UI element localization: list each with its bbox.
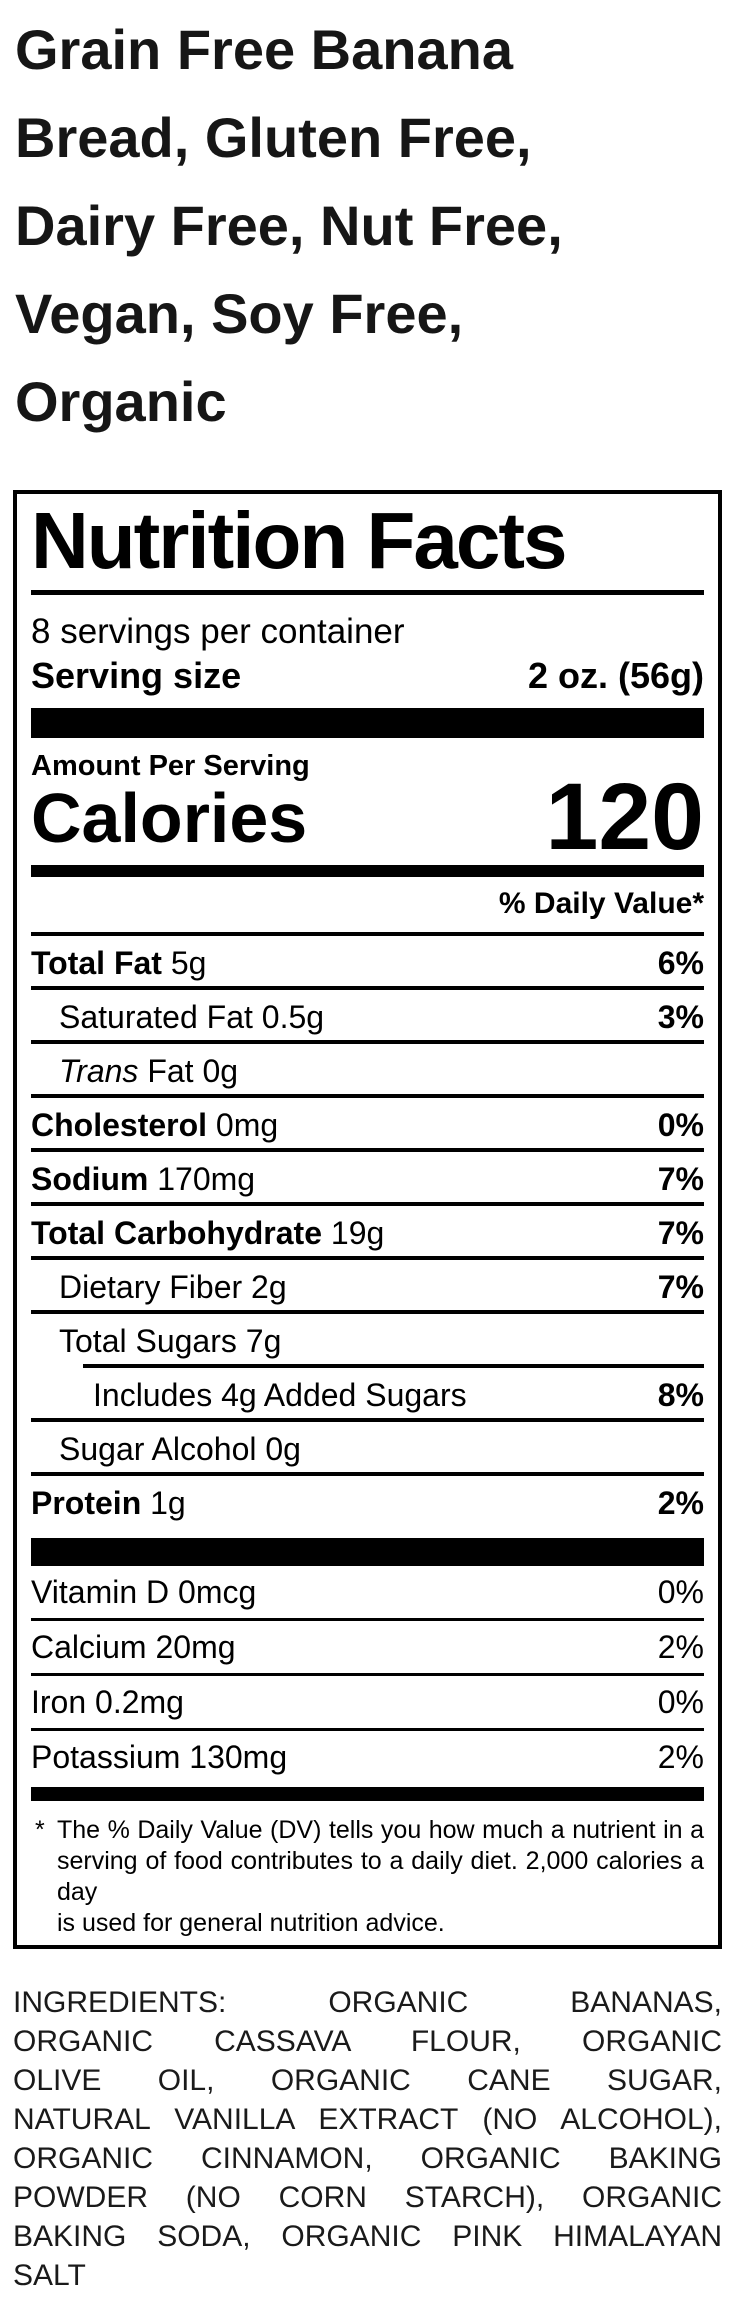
calories-row: Calories 120	[31, 764, 704, 870]
footnote-line: is used for general nutrition advice.	[57, 1909, 445, 1937]
nutrient-name: Total Fat 5g	[31, 945, 207, 981]
nutrient-daily-value: 2%	[657, 1739, 704, 1775]
nutrient-daily-value: 7%	[657, 1161, 704, 1197]
nutrient-name: Potassium 130mg	[31, 1739, 288, 1775]
ingredients-line: ORGANIC CASSAVA FLOUR, ORGANIC	[13, 2025, 722, 2058]
product-title: Grain Free Banana Bread, Gluten Free, Da…	[15, 6, 720, 446]
nutrient-daily-value: 0%	[657, 1107, 704, 1143]
ingredients-line: NATURAL VANILLA EXTRACT (NO ALCOHOL),	[13, 2103, 722, 2136]
nutrient-name: Trans Fat 0g	[59, 1053, 239, 1089]
nutrient-name: Calcium 20mg	[31, 1629, 236, 1665]
micronutrient-row: Iron 0.2mg 0%	[31, 1673, 704, 1728]
nutrient-name: Dietary Fiber 2g	[59, 1269, 287, 1305]
nutrient-name: Total Sugars 7g	[59, 1323, 282, 1359]
nutrient-daily-value: 7%	[657, 1215, 704, 1251]
calories-value: 120	[545, 764, 704, 870]
nutrient-row: Dietary Fiber 2g 7%	[31, 1256, 704, 1310]
nutrient-daily-value: 8%	[657, 1377, 704, 1413]
daily-value-header: % Daily Value*	[498, 887, 704, 920]
ingredients-line: SALT	[13, 2259, 86, 2292]
nutrition-facts-panel: Nutrition Facts 8 servings per container…	[13, 490, 722, 1949]
servings-per-container: 8 servings per container	[31, 612, 405, 651]
nutrient-row: Includes 4g Added Sugars 8%	[83, 1364, 704, 1418]
ingredients-paragraph: INGREDIENTS: ORGANIC BANANAS, ORGANIC CA…	[13, 1983, 722, 2295]
thick-bar-footnote	[31, 1787, 704, 1801]
ingredients-line: OLIVE OIL, ORGANIC CANE SUGAR,	[13, 2064, 722, 2097]
ingredients-line: ORGANIC CINNAMON, ORGANIC BAKING	[13, 2142, 722, 2175]
nutrient-row: Total Sugars 7g	[31, 1310, 704, 1364]
nutrient-name: Cholesterol 0mg	[31, 1107, 279, 1143]
micronutrient-row: Potassium 130mg 2%	[31, 1728, 704, 1783]
nutrient-daily-value: 6%	[657, 945, 704, 981]
nutrient-name: Sugar Alcohol 0g	[59, 1431, 301, 1467]
calories-label: Calories	[31, 779, 308, 857]
nutrient-name: Vitamin D 0mcg	[31, 1574, 257, 1610]
nutrient-name: Total Carbohydrate 19g	[31, 1215, 385, 1251]
nutrient-daily-value: 7%	[657, 1269, 704, 1305]
nutrition-facts-title: Nutrition Facts	[31, 496, 567, 585]
nutrient-daily-value: 2%	[657, 1629, 704, 1665]
nutrient-row: Cholesterol 0mg 0%	[31, 1094, 704, 1148]
title-rule	[31, 590, 704, 595]
serving-size-row: Serving size 2 oz. (56g)	[31, 653, 704, 699]
product-title-line: Dairy Free, Nut Free,	[15, 194, 563, 257]
nutrient-daily-value: 3%	[657, 999, 704, 1035]
serving-size-label: Serving size	[31, 655, 242, 696]
nutrient-daily-value: 0%	[657, 1684, 704, 1720]
ingredients-line: INGREDIENTS: ORGANIC BANANAS,	[13, 1986, 722, 2019]
product-title-line: Vegan, Soy Free,	[15, 282, 464, 345]
nutrient-rows: Total Fat 5g 6% Saturated Fat 0.5g 3% Trans …	[31, 932, 704, 1526]
footnote-line: The % Daily Value (DV) tells you how muc…	[57, 1816, 704, 1844]
nutrient-name: Iron 0.2mg	[31, 1684, 184, 1720]
product-title-line: Bread, Gluten Free,	[15, 106, 532, 169]
nutrient-row: Sodium 170mg 7%	[31, 1148, 704, 1202]
nutrient-row: Total Carbohydrate 19g 7%	[31, 1202, 704, 1256]
micronutrient-rows: Vitamin D 0mcg 0% Calcium 20mg 2% Iron 0.2mg…	[31, 1566, 704, 1783]
nutrient-daily-value: 0%	[657, 1574, 704, 1610]
footnote-asterisk: *	[35, 1816, 45, 1844]
nutrient-row: Protein 1g 2%	[31, 1472, 704, 1526]
nutrient-name: Includes 4g Added Sugars	[93, 1377, 467, 1413]
medium-bar-calories	[31, 865, 704, 877]
nutrient-daily-value: 2%	[657, 1485, 704, 1521]
thick-bar-serving	[31, 708, 704, 738]
product-title-line: Grain Free Banana	[15, 18, 513, 81]
ingredients-line: POWDER (NO CORN STARCH), ORGANIC	[13, 2181, 722, 2214]
product-title-line: Organic	[15, 370, 227, 433]
nutrient-row: Saturated Fat 0.5g 3%	[31, 986, 704, 1040]
micronutrient-row: Calcium 20mg 2%	[31, 1618, 704, 1673]
daily-value-footnote: * The % Daily Value (DV) tells you how m…	[31, 1815, 704, 1939]
amount-per-serving-label: Amount Per Serving	[31, 750, 310, 782]
footnote-line: serving of food contributes to a daily d…	[57, 1847, 704, 1906]
nutrient-row: Trans Fat 0g	[31, 1040, 704, 1094]
nutrient-row: Total Fat 5g 6%	[31, 932, 704, 986]
nutrient-name: Sodium 170mg	[31, 1161, 256, 1197]
nutrient-name: Protein 1g	[31, 1485, 186, 1521]
nutrient-row: Sugar Alcohol 0g	[31, 1418, 704, 1472]
micronutrient-row: Vitamin D 0mcg 0%	[31, 1566, 704, 1618]
nutrient-name: Saturated Fat 0.5g	[59, 999, 325, 1035]
thick-bar-protein	[31, 1538, 704, 1566]
serving-size-value: 2 oz. (56g)	[527, 655, 704, 696]
ingredients-line: BAKING SODA, ORGANIC PINK HIMALAYAN	[13, 2220, 722, 2253]
